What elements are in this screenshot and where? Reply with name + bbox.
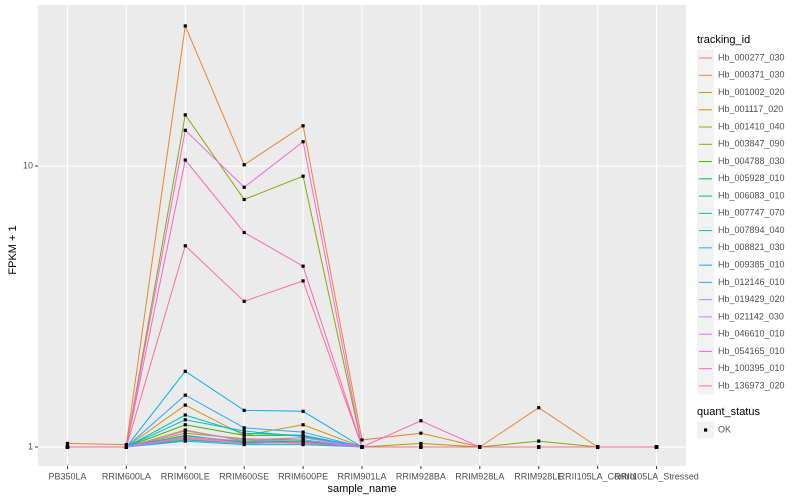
point xyxy=(183,244,187,248)
x-tick-label: RRIM901LA xyxy=(337,471,386,481)
x-tick-label: RRIM600LA xyxy=(102,471,151,481)
x-tick-label: RRIM600SE xyxy=(219,471,269,481)
legend-label: Hb_046610_010 xyxy=(718,329,785,339)
point xyxy=(537,439,541,443)
point xyxy=(596,445,600,449)
point xyxy=(301,430,305,434)
legend-label: Hb_136973_020 xyxy=(718,380,785,390)
legend-label: Hb_019429_020 xyxy=(718,294,785,304)
point xyxy=(301,264,305,268)
point xyxy=(242,438,246,442)
point xyxy=(183,439,187,443)
x-tick-label: RRII105LA_Control xyxy=(559,471,637,481)
legend-label: Hb_005928_010 xyxy=(718,173,785,183)
point xyxy=(242,441,246,446)
point xyxy=(183,423,187,427)
x-tick-label: RRIM928LA xyxy=(455,471,504,481)
point xyxy=(183,158,187,162)
point xyxy=(478,445,482,449)
point xyxy=(301,279,305,283)
point xyxy=(242,197,246,202)
point xyxy=(183,403,187,407)
legend-label: Hb_009385_010 xyxy=(718,259,785,269)
point xyxy=(183,24,187,28)
point xyxy=(242,426,246,430)
legend-label: Hb_000371_030 xyxy=(718,70,785,80)
legend-label: Hb_007894_040 xyxy=(718,225,785,235)
x-tick-label: RRIM600LE xyxy=(161,471,210,481)
point xyxy=(242,163,246,167)
legend-label: Hb_000277_030 xyxy=(718,52,785,62)
point xyxy=(537,445,541,449)
x-tick-label: PB350LA xyxy=(48,471,86,481)
x-tick-label: RRIM600PE xyxy=(278,471,328,481)
point xyxy=(183,418,187,422)
shape-legend-title: quant_status xyxy=(697,406,760,418)
x-tick-label: RRIM928BA xyxy=(396,471,446,481)
x-tick-label: RRII105LA_Stressed xyxy=(614,471,699,481)
point xyxy=(183,113,187,117)
legend-label: Hb_021142_030 xyxy=(718,311,784,321)
point xyxy=(65,441,70,446)
point xyxy=(124,443,128,447)
point xyxy=(360,438,364,442)
point xyxy=(65,445,70,449)
legend-shape xyxy=(704,428,708,432)
point xyxy=(419,431,423,435)
point xyxy=(419,419,423,423)
point xyxy=(419,445,423,449)
legend-label: Hb_012146_010 xyxy=(718,277,785,287)
legend-label: Hb_004788_030 xyxy=(718,156,785,166)
point xyxy=(183,393,187,397)
point xyxy=(301,443,305,447)
point xyxy=(124,445,128,449)
point xyxy=(242,431,246,435)
point xyxy=(183,437,187,441)
point xyxy=(242,433,246,437)
point xyxy=(183,369,187,373)
legend-title: tracking_id xyxy=(697,34,750,46)
point xyxy=(301,423,305,427)
legend-label: Hb_001002_020 xyxy=(718,87,785,97)
legend-label: Hb_100395_010 xyxy=(718,363,785,373)
x-axis-title: sample_name xyxy=(327,483,396,495)
point xyxy=(242,429,246,433)
point xyxy=(301,140,305,144)
point xyxy=(301,438,305,442)
point xyxy=(301,124,305,128)
y-tick-label: 10 xyxy=(23,160,33,170)
y-axis-title: FPKM + 1 xyxy=(7,225,19,274)
legend-label: Hb_001117_020 xyxy=(718,104,783,114)
point xyxy=(242,299,246,303)
point xyxy=(301,440,305,444)
legend-label: Hb_054165_010 xyxy=(718,346,785,356)
point xyxy=(301,174,305,178)
point xyxy=(242,408,246,412)
point xyxy=(360,445,364,449)
point xyxy=(183,434,187,439)
point xyxy=(654,445,659,449)
point xyxy=(183,413,187,417)
point xyxy=(242,185,246,189)
point xyxy=(419,441,423,446)
x-tick-label: RRIM928LE xyxy=(514,471,563,481)
point xyxy=(242,230,246,235)
legend-label: Hb_006083_010 xyxy=(718,190,785,200)
point xyxy=(183,431,187,435)
point xyxy=(301,409,305,413)
y-tick-label: 1 xyxy=(28,441,33,451)
legend-label: Hb_001410_040 xyxy=(718,121,785,131)
legend-label: OK xyxy=(718,424,731,434)
point xyxy=(301,436,305,440)
point xyxy=(183,128,187,132)
legend-label: Hb_003847_090 xyxy=(718,139,785,149)
legend-label: Hb_008821_030 xyxy=(718,242,785,252)
legend-label: Hb_007747_070 xyxy=(718,208,785,218)
point xyxy=(183,429,187,433)
point xyxy=(537,406,541,410)
